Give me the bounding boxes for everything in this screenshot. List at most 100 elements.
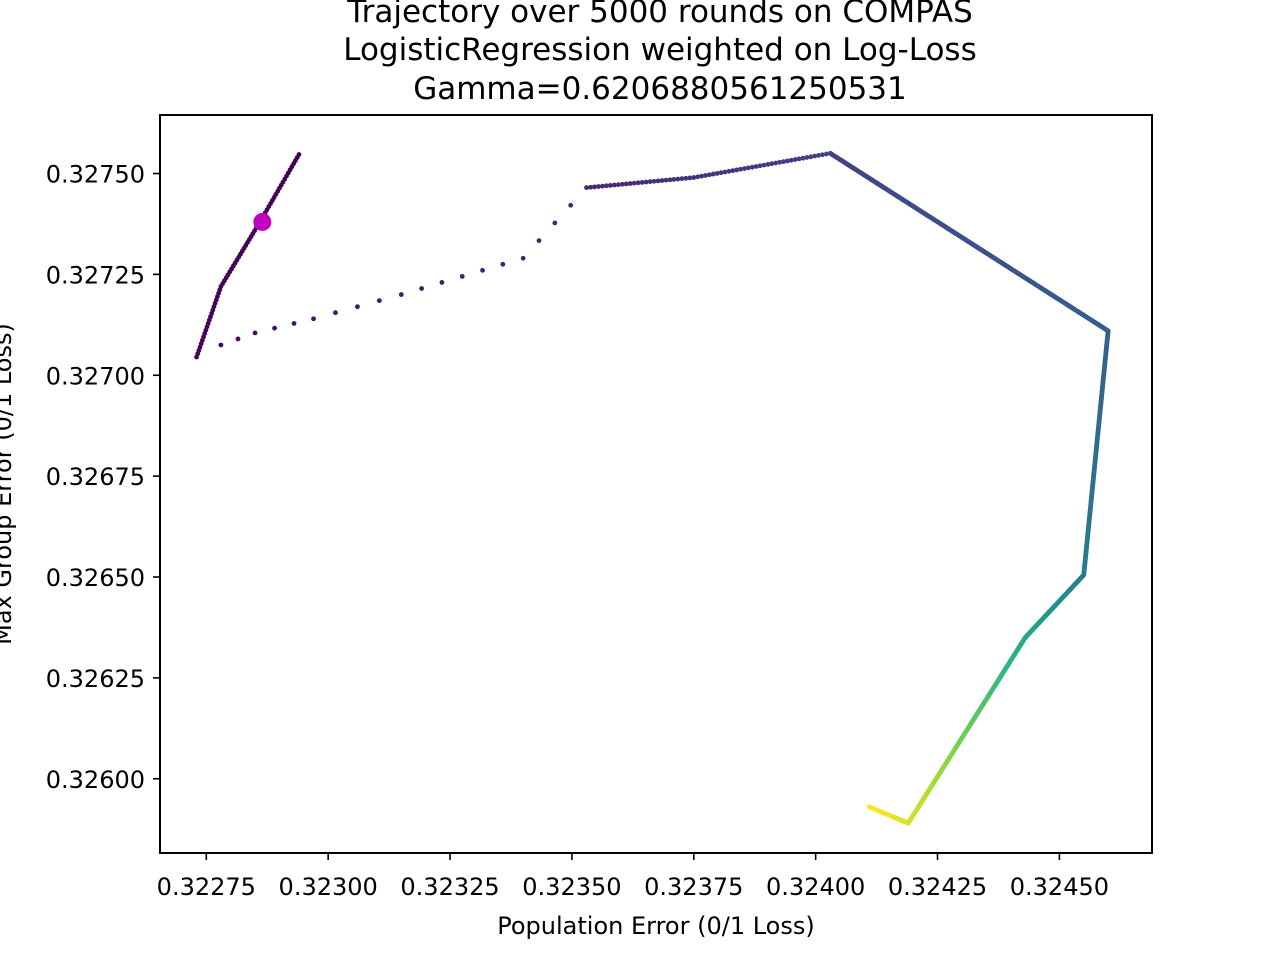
trajectory-point <box>823 151 829 157</box>
trajectory-point <box>742 166 747 171</box>
trajectory-point <box>480 267 485 273</box>
trajectory-point <box>272 325 277 331</box>
trajectory-point <box>592 184 597 190</box>
y-tick-label: 0.32625 <box>46 665 145 693</box>
y-axis-ticks: 0.32600 0.32625 0.32650 0.32675 0.32700 0.327… <box>46 161 160 794</box>
trajectory-point <box>804 155 810 160</box>
trajectory-point <box>376 298 382 304</box>
trajectory-point <box>866 804 872 810</box>
trajectory-point <box>607 182 613 188</box>
trajectory-point <box>769 161 775 167</box>
trajectory-point <box>777 159 782 165</box>
trajectory-point <box>734 167 740 173</box>
trajectory-point <box>588 184 593 190</box>
trajectory-point <box>710 171 716 177</box>
trajectory-point <box>695 174 701 180</box>
trajectory-point <box>459 274 465 279</box>
trajectory-marks <box>194 150 1111 826</box>
x-tick-label: 0.32375 <box>644 873 743 901</box>
trajectory-point <box>439 280 445 285</box>
trajectory-point <box>568 202 574 208</box>
trajectory-point <box>796 156 802 162</box>
trajectory-point <box>663 177 669 183</box>
trajectory-point <box>691 175 697 180</box>
y-axis-label: Max Group Error (0/1 Loss) <box>0 323 17 645</box>
y-tick-label: 0.32675 <box>46 463 145 491</box>
trajectory-point <box>749 164 755 170</box>
trajectory-point <box>520 255 526 261</box>
trajectory-point <box>536 238 542 243</box>
trajectory-point <box>655 178 661 184</box>
trajectory-point <box>600 183 605 189</box>
y-tick-label: 0.32700 <box>46 362 145 390</box>
highlight-point <box>253 212 272 231</box>
trajectory-point <box>398 292 404 297</box>
trajectory-point <box>419 286 425 291</box>
trajectory-point <box>333 310 338 316</box>
trajectory-point <box>820 152 825 158</box>
trajectory-point <box>659 178 665 183</box>
trajectory-point <box>687 175 693 181</box>
trajectory-point <box>218 342 224 348</box>
trajectory-point <box>765 162 771 167</box>
x-tick-label: 0.32350 <box>522 873 621 901</box>
x-tick-label: 0.32325 <box>400 873 499 901</box>
x-tick-label: 0.32450 <box>1010 873 1109 901</box>
trajectory-point <box>252 330 258 336</box>
trajectory-point <box>619 181 625 187</box>
chart-title-line-1: Trajectory over 5000 rounds on COMPAS <box>346 0 973 30</box>
trajectory-point <box>808 154 814 160</box>
trajectory-point <box>584 185 589 191</box>
chart-title-line-3: Gamma=0.6206880561250531 <box>413 71 907 107</box>
trajectory-point <box>355 304 360 310</box>
plot-frame <box>159 114 1153 854</box>
trajectory-point <box>714 170 720 176</box>
trajectory-point <box>812 153 818 159</box>
trajectory-point <box>596 184 601 189</box>
trajectory-point <box>781 159 786 165</box>
trajectory-point <box>792 157 798 162</box>
trajectory-point <box>706 172 712 178</box>
trajectory-point <box>291 321 297 326</box>
trajectory-point <box>500 261 506 267</box>
trajectory-point <box>667 177 673 183</box>
trajectory-point <box>604 183 609 189</box>
trajectory-point <box>651 178 657 184</box>
trajectory-point <box>615 182 621 188</box>
trajectory-point <box>671 177 677 182</box>
trajectory-point <box>788 157 794 163</box>
trajectory-point <box>800 155 806 161</box>
y-tick-label: 0.32650 <box>46 564 145 592</box>
x-tick-label: 0.32425 <box>888 873 987 901</box>
x-axis-ticks: 0.32275 0.32300 0.32325 0.32350 0.32375 0.324… <box>157 853 1109 901</box>
trajectory-point <box>623 181 629 187</box>
trajectory-point <box>722 169 728 175</box>
trajectory-point <box>816 153 821 158</box>
trajectory-point <box>784 158 790 164</box>
trajectory-point <box>761 162 767 168</box>
trajectory-point <box>699 173 704 179</box>
x-tick-label: 0.32300 <box>279 873 378 901</box>
trajectory-point <box>745 165 751 171</box>
trajectory-point <box>194 354 199 360</box>
trajectory-point <box>631 180 637 186</box>
trajectory-point <box>235 336 241 342</box>
trajectory-point <box>757 163 763 169</box>
trajectory-point <box>773 160 779 166</box>
trajectory-point <box>730 168 736 174</box>
trajectory-point <box>683 175 689 181</box>
trajectory-point <box>611 182 617 188</box>
x-tick-label: 0.32275 <box>157 873 256 901</box>
trajectory-point <box>679 176 685 182</box>
trajectory-point <box>753 164 759 169</box>
trajectory-point <box>639 180 645 185</box>
y-tick-label: 0.32725 <box>46 261 145 289</box>
trajectory-point <box>726 168 732 174</box>
trajectory-point <box>627 181 633 186</box>
trajectory-point <box>703 173 708 178</box>
trajectory-point <box>718 170 724 176</box>
trajectory-point <box>675 176 681 182</box>
trajectory-point <box>738 166 743 172</box>
x-tick-label: 0.32400 <box>766 873 865 901</box>
